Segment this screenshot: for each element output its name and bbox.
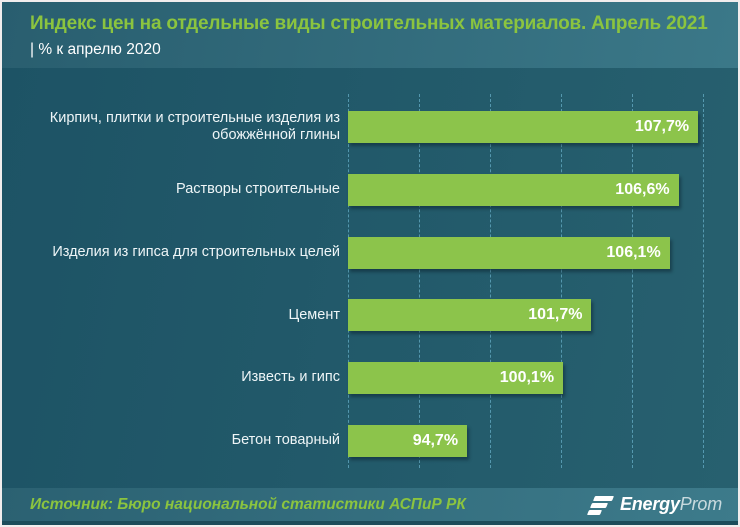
category-label: Изделия из гипса для строительных целей [52,243,340,260]
bar-rows: Кирпич, плитки и строительные изделия из… [2,96,738,472]
bar-value-label: 94,7% [412,431,459,449]
chart-header: Индекс цен на отдельные виды строительны… [2,2,738,68]
chart-subtitle: | % к апрелю 2020 [30,41,161,58]
chart-title: Индекс цен на отдельные виды строительны… [30,13,708,34]
chart-row: Цемент 101,7% [2,284,738,347]
bar-track: 101,7% [348,299,723,332]
logo-energy-label: Energy [619,494,680,514]
bar-value-label: 106,1% [606,243,661,261]
bar: 106,1% [348,236,670,269]
chart-row: Бетон товарный 94,7% [2,409,738,472]
bar-value-label: 101,7% [528,306,583,324]
energyprom-logo: EnergyProm [586,494,722,515]
gridline [703,94,705,468]
chart-row: Изделия из гипса для строительных целей … [2,221,738,284]
bar-track: 106,1% [348,236,723,269]
bar-value-label: 107,7% [634,118,690,136]
bar-track: 100,1% [348,362,723,395]
energyprom-logo-icon [586,495,614,515]
source-text: Источник: Бюро национальной статистики А… [30,495,466,513]
bottom-strip [2,521,738,525]
bar: 106,6% [348,174,679,206]
gridline [561,94,563,468]
bar: 100,1% [348,362,564,395]
gridline [419,94,421,468]
bar-value-label: 100,1% [499,369,555,387]
chart-row: Кирпич, плитки и строительные изделия из… [2,96,738,159]
bar: 94,7% [348,424,468,457]
category-label: Растворы строительные [176,181,340,198]
gridline [348,94,349,468]
bar-track: 107,7% [348,111,723,144]
category-label: Цемент [288,306,340,323]
category-label: Бетон товарный [231,431,340,448]
category-label: Кирпич, плитки и строительные изделия из… [49,109,340,144]
category-label: Известь и гипс [241,369,340,386]
logo-prom-label: Prom [679,494,722,514]
bar-track: 94,7% [348,424,723,457]
bar: 101,7% [348,299,592,332]
bar-value-label: 106,6% [615,181,670,198]
energyprom-logo-text: EnergyProm [620,494,722,515]
plot-area: Кирпич, плитки и строительные изделия из… [2,68,738,488]
gridline [490,94,492,468]
gridline [632,94,634,468]
chart-footer: Источник: Бюро национальной статистики А… [2,488,738,521]
bar-track: 106,6% [348,174,723,206]
bar: 107,7% [348,111,699,144]
chart-row: Растворы строительные 106,6% [2,159,738,222]
gridlines [348,94,723,468]
chart-row: Известь и гипс 100,1% [2,347,738,410]
